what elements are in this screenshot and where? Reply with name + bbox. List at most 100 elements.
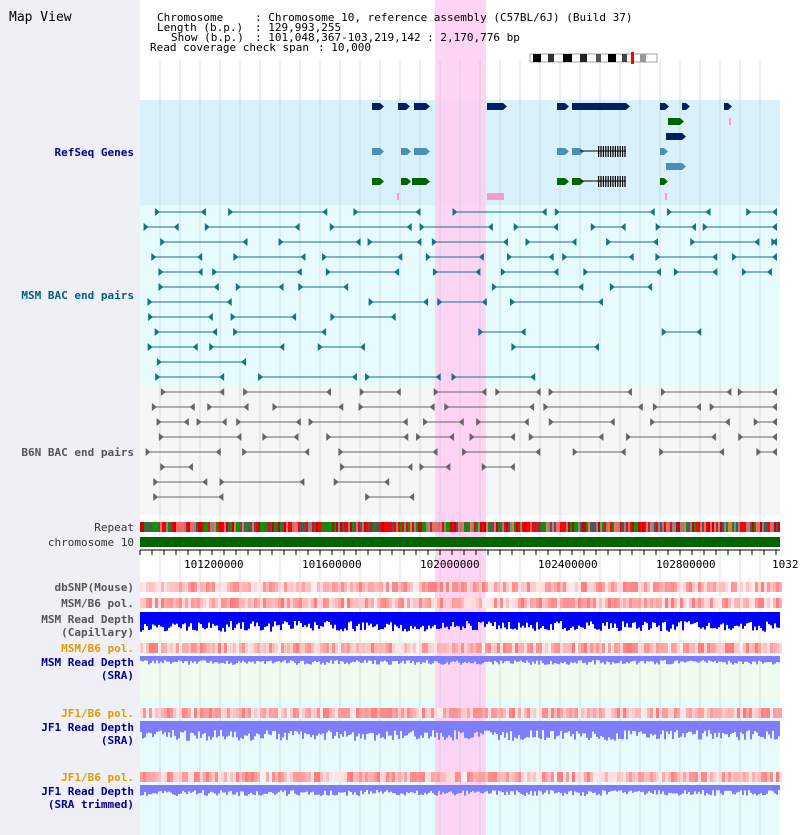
msm-depth-sra-bar	[516, 656, 518, 662]
msm-depth-sra-bar	[294, 656, 296, 663]
gene-exon	[372, 103, 380, 110]
repeat-segment	[326, 522, 328, 532]
jf1-depth-trim-bar	[354, 785, 356, 793]
jf1-b6-pol-heat-cell	[575, 708, 578, 718]
repeat-segment	[690, 522, 692, 532]
jf1-depth-sra-bar	[160, 721, 162, 731]
jf1-b6-pol-heat-cell	[278, 708, 281, 718]
msm-b6-pol-heat-cell	[314, 598, 317, 608]
jf1-b6-pol-heat-cell	[584, 708, 587, 718]
msm-b6-pol-sra-heat-cell	[383, 643, 386, 653]
track-label-chromosome[interactable]: chromosome 10	[47, 536, 134, 549]
dbsnp-heat-cell	[359, 582, 362, 592]
msm-b6-pol-heat-cell	[587, 598, 590, 608]
dbsnp-heat-cell	[623, 582, 626, 592]
jf1-b6-pol-heat-cell	[326, 708, 329, 718]
jf1-depth-sra-bar	[256, 721, 258, 734]
jf1-b6-pol-heat-cell	[146, 708, 149, 718]
jf1-b6-pol-trim-heat-cell	[368, 772, 371, 782]
jf1-b6-pol-heat-cell	[629, 708, 632, 718]
msm-depth-capillary-bar	[452, 612, 454, 622]
msm-b6-pol-sra-heat-cell	[647, 643, 650, 653]
msm-depth-sra-bar	[194, 656, 196, 662]
jf1-depth-trim-bar	[440, 785, 442, 795]
jf1-depth-trim-bar	[588, 785, 590, 792]
jf1-depth-sra-bar	[484, 721, 486, 731]
jf1-b6-pol-heat-cell	[725, 708, 728, 718]
msm-b6-pol-sra-heat-cell	[209, 643, 212, 653]
msm-depth-sra-bar	[628, 656, 630, 664]
track-label-jf1-depth-sra-1[interactable]: JF1 Read Depth	[41, 721, 134, 734]
jf1-b6-pol-heat-cell	[155, 708, 158, 718]
track-label-b6n-bac[interactable]: B6N BAC end pairs	[21, 446, 134, 459]
jf1-depth-sra-bar	[778, 721, 780, 737]
msm-b6-pol-sra-heat-cell	[551, 643, 554, 653]
msm-b6-pol-heat-cell	[767, 598, 770, 608]
jf1-depth-trim-bar	[336, 785, 338, 796]
jf1-b6-pol-heat-cell	[302, 708, 305, 718]
msm-depth-sra-bar	[484, 656, 486, 662]
jf1-b6-pol-heat-cell	[401, 708, 404, 718]
msm-b6-pol-heat-cell	[740, 598, 743, 608]
msm-depth-capillary-bar	[342, 612, 344, 632]
jf1-b6-pol-heat-cell	[317, 708, 320, 718]
msm-depth-capillary-bar	[710, 612, 712, 629]
repeat-segment	[688, 522, 690, 532]
track-label-jf1-b6-pol-2[interactable]: JF1/B6 pol.	[61, 771, 134, 784]
track-label-dbsnp[interactable]: dbSNP(Mouse)	[54, 581, 134, 594]
dbsnp-heat-cell	[449, 582, 452, 592]
jf1-depth-trim-bar	[266, 785, 268, 794]
repeat-segment	[738, 522, 740, 532]
dbsnp-heat-cell	[275, 582, 278, 592]
track-label-msm-b6-pol-2[interactable]: MSM/B6 pol.	[61, 642, 134, 655]
jf1-depth-sra-bar	[476, 721, 478, 732]
jf1-depth-trim-bar	[444, 785, 446, 794]
b6n-bac-end-marker	[409, 493, 415, 501]
repeat-segment	[640, 522, 642, 532]
msm-depth-sra-bar	[356, 656, 358, 661]
dbsnp-heat-cell	[713, 582, 716, 592]
jf1-b6-pol-trim-heat-cell	[470, 772, 473, 782]
msm-b6-pol-heat-cell	[191, 598, 194, 608]
msm-b6-pol-heat-cell	[437, 598, 440, 608]
jf1-b6-pol-trim-heat-cell	[167, 772, 170, 782]
dbsnp-heat-cell	[605, 582, 608, 592]
msm-b6-pol-sra-heat-cell	[455, 643, 458, 653]
msm-b6-pol-sra-heat-cell	[725, 643, 728, 653]
jf1-depth-sra-bar	[462, 721, 464, 733]
dbsnp-heat-cell	[293, 582, 296, 592]
msm-b6-pol-sra-heat-cell	[344, 643, 347, 653]
ideogram-band	[608, 54, 616, 62]
track-label-repeat[interactable]: Repeat	[94, 521, 134, 534]
track-label-refseq[interactable]: RefSeq Genes	[54, 146, 134, 159]
jf1-depth-trim-bar	[566, 785, 568, 795]
jf1-depth-trim-bar	[658, 785, 660, 791]
track-label-jf1-b6-pol-1[interactable]: JF1/B6 pol.	[61, 707, 134, 720]
msm-b6-pol-heat-cell	[413, 598, 416, 608]
jf1-depth-trim-bar	[158, 785, 160, 792]
jf1-b6-pol-heat-cell	[182, 708, 185, 718]
track-label-msm-depth-cap-1[interactable]: MSM Read Depth	[41, 613, 134, 626]
msm-bac-end-marker	[197, 268, 203, 276]
track-label-jf1-depth-trim-1[interactable]: JF1 Read Depth	[41, 785, 134, 798]
msm-depth-sra-bar	[314, 656, 316, 661]
msm-depth-sra-bar	[498, 656, 500, 665]
jf1-b6-pol-heat-cell	[710, 708, 713, 718]
msm-bac-end-marker	[230, 313, 236, 321]
jf1-depth-sra-bar	[380, 721, 382, 738]
repeat-segment	[284, 522, 286, 532]
msm-depth-sra-bar	[770, 656, 772, 663]
jf1-b6-pol-trim-heat-cell	[425, 772, 428, 782]
repeat-segment	[300, 522, 302, 532]
track-label-msm-b6-pol-1[interactable]: MSM/B6 pol.	[61, 597, 134, 610]
track-label-msm-bac[interactable]: MSM BAC end pairs	[21, 289, 134, 302]
track-label-msm-depth-sra-1[interactable]: MSM Read Depth	[41, 656, 134, 669]
jf1-depth-sra-bar	[390, 721, 392, 736]
repeat-segment	[462, 522, 464, 532]
msm-b6-pol-heat-cell	[269, 598, 272, 608]
jf1-depth-sra-bar	[716, 721, 718, 738]
b6n-bac-end-marker	[535, 388, 541, 396]
repeat-segment	[206, 522, 208, 532]
repeat-segment	[430, 522, 432, 532]
dbsnp-heat-cell	[653, 582, 656, 592]
